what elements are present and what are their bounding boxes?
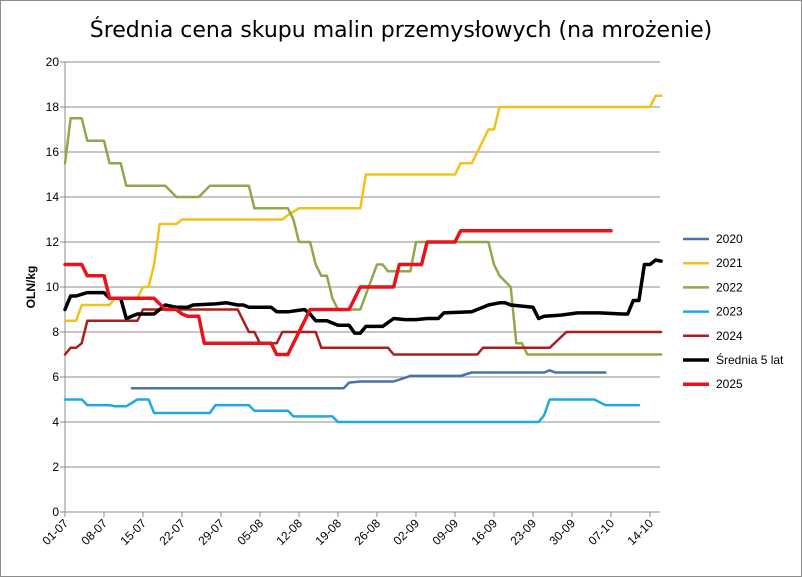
y-tick-label: 4: [52, 415, 59, 429]
legend-label: 2024: [716, 329, 743, 343]
series-line-2022: [63, 117, 663, 356]
x-tick-label: 16-09: [469, 516, 501, 548]
x-tick-label: 26-08: [352, 516, 384, 548]
x-tick-label: 12-08: [274, 516, 306, 548]
y-tick-label: 18: [46, 100, 60, 114]
y-tick-label: 6: [52, 370, 59, 384]
chart-title: Średnia cena skupu malin przemysłowych (…: [89, 18, 713, 43]
y-tick-label: 16: [46, 145, 60, 159]
legend-label: 2025: [716, 377, 743, 391]
x-tick-label: 02-09: [391, 516, 423, 548]
x-tick-label: 30-09: [547, 516, 579, 548]
y-tick-label: 8: [52, 325, 59, 339]
series-line-2025: [63, 229, 613, 357]
legend-label: 2023: [716, 305, 743, 319]
x-tick-label: 15-07: [118, 516, 150, 548]
x-tick-label: 08-07: [79, 516, 111, 548]
y-tick-label: 20: [46, 55, 60, 69]
series-lines: [63, 94, 663, 424]
x-tick-label: 22-07: [157, 516, 189, 548]
x-tick-label: 01-07: [40, 516, 72, 548]
legend: 2020 2021 2022 2023 2024 Średnia 5 lat 2025: [683, 232, 784, 391]
x-tick-label: 09-09: [430, 516, 462, 548]
legend-label: 2021: [716, 256, 743, 270]
x-tick-labels: 01-07 08-07 15-07 22-07 29-07 05-08 12-08 19-08…: [40, 516, 657, 548]
y-tick-label: 2: [52, 460, 59, 474]
x-tick-label: 05-08: [235, 516, 267, 548]
series-line-2020: [130, 369, 607, 390]
y-tick-label: 10: [46, 280, 60, 294]
x-tick-label: 14-10: [625, 516, 657, 548]
legend-label: 2020: [716, 232, 743, 246]
series-line-2023: [63, 398, 641, 424]
y-tick-labels: 0 2 4 6 8 10 12 14 16 18 20: [46, 55, 60, 519]
axes: [60, 61, 660, 517]
series-line-średnia-5-lat: [63, 258, 663, 335]
legend-label: 2022: [716, 280, 743, 294]
x-tick-label: 19-08: [313, 516, 345, 548]
x-tick-label: 29-07: [196, 516, 228, 548]
y-tick-label: 12: [46, 235, 60, 249]
legend-label: Średnia 5 lat: [716, 352, 784, 367]
x-tick-label: 23-09: [508, 516, 540, 548]
y-axis-label: OLN/kg: [24, 266, 38, 309]
x-tick-label: 07-10: [586, 516, 618, 548]
y-tick-label: 0: [52, 505, 59, 519]
y-tick-label: 14: [46, 190, 60, 204]
